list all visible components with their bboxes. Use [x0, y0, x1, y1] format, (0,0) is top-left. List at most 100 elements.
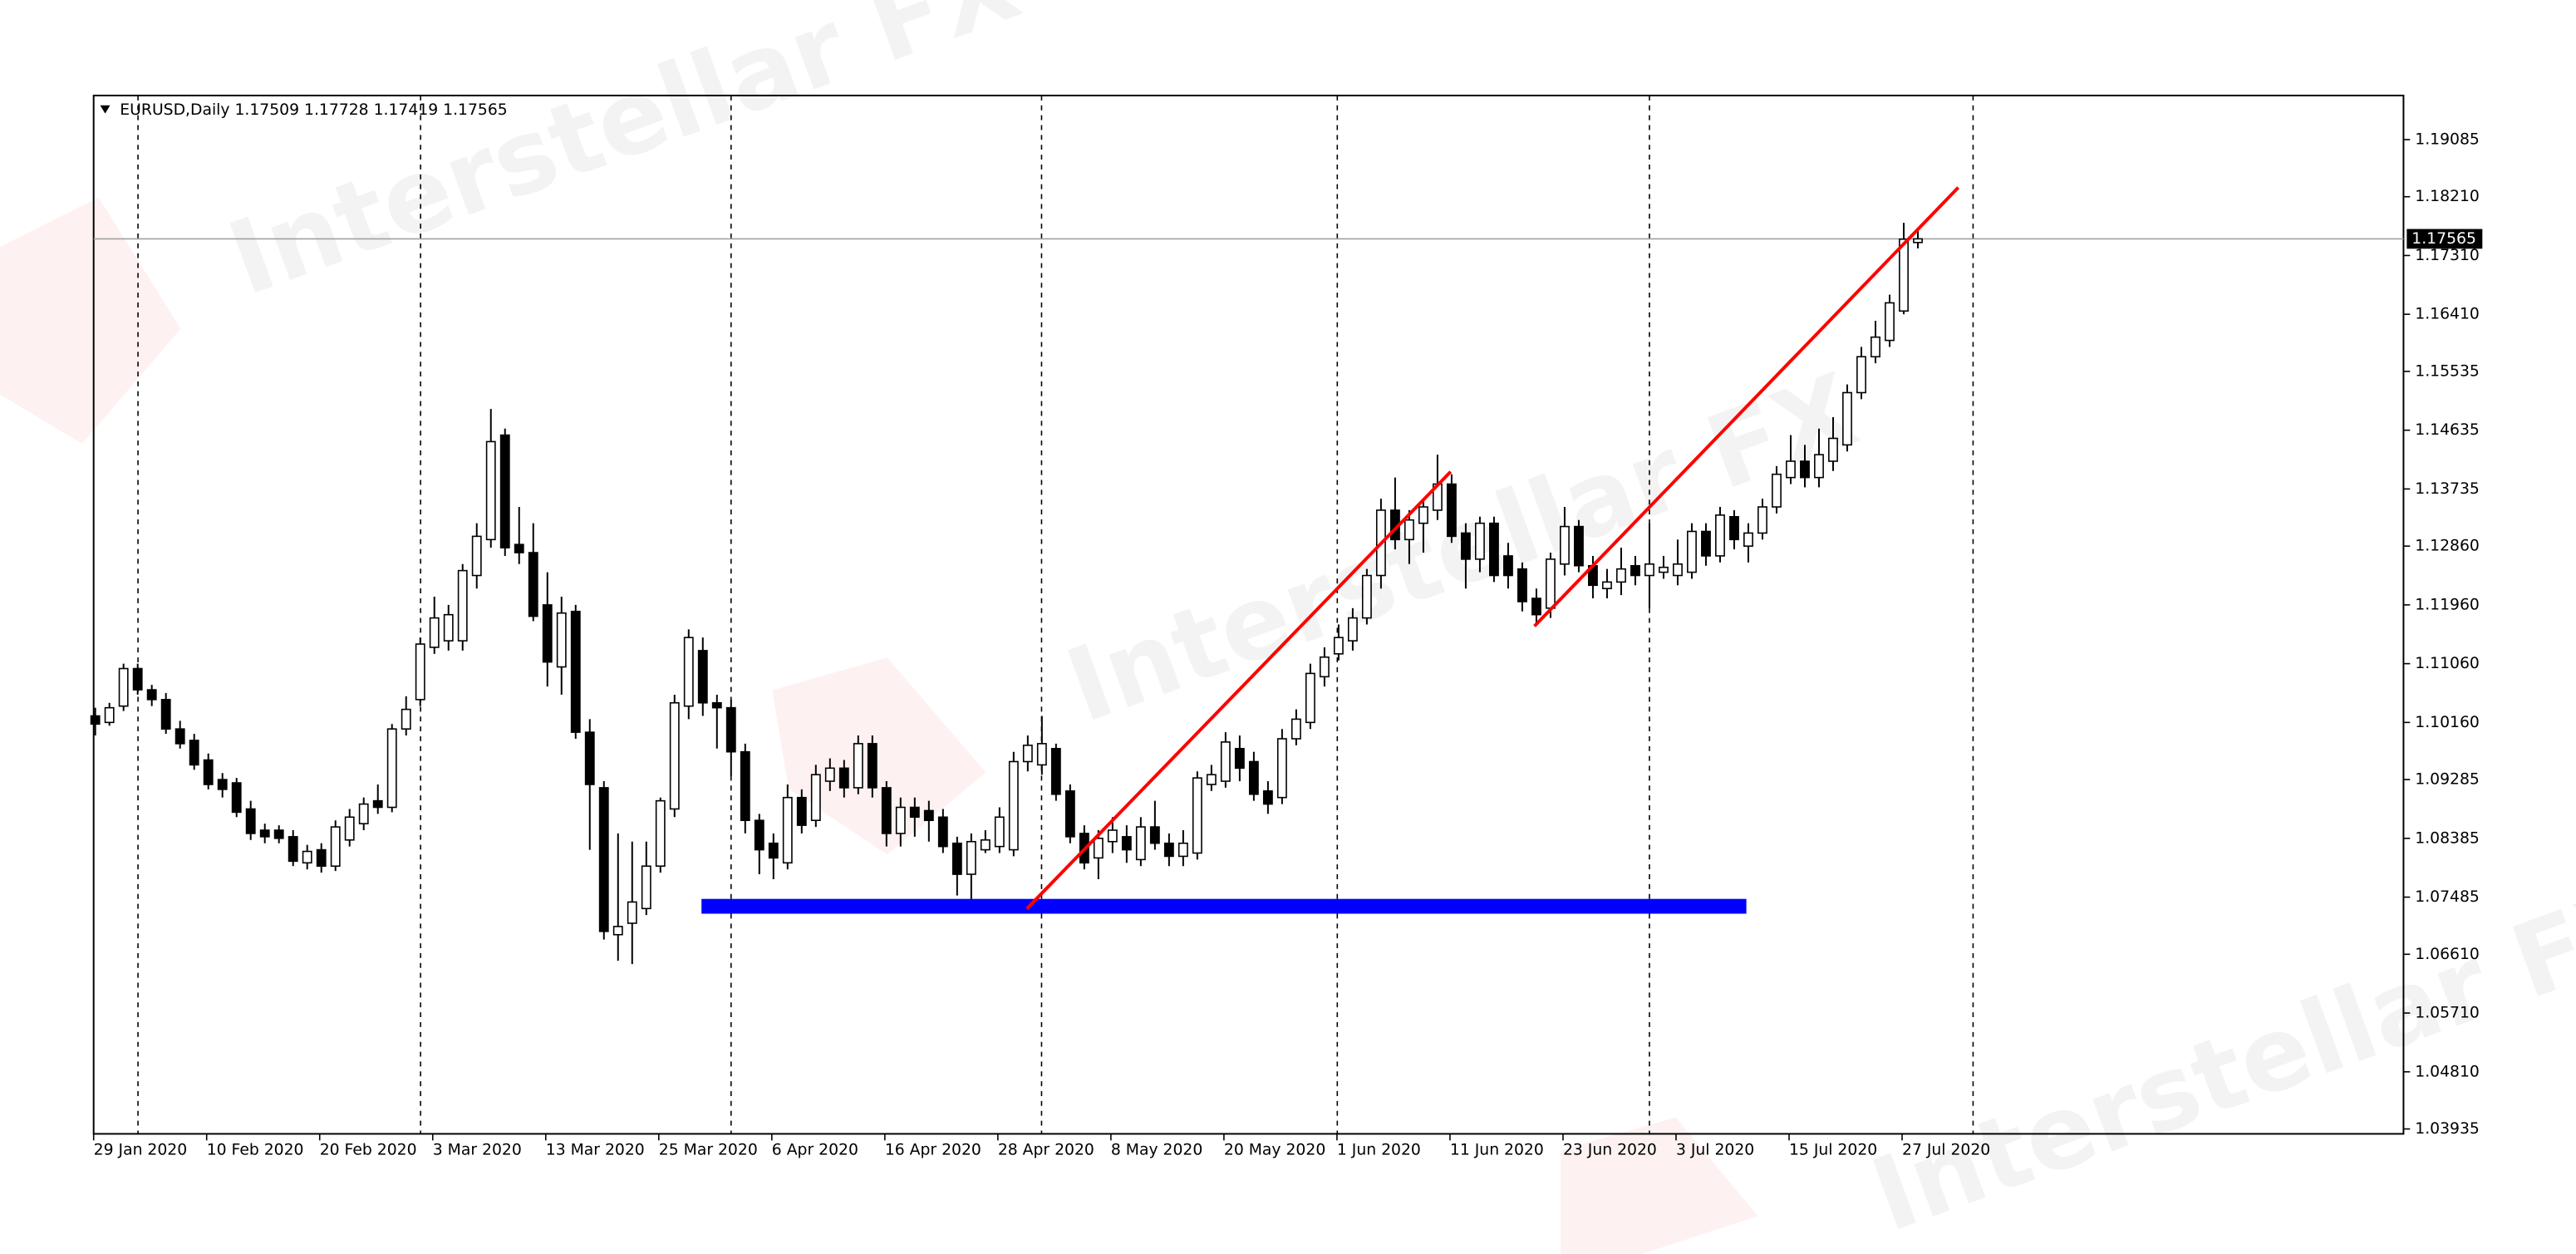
candle-body [612, 926, 623, 936]
candle-body [1093, 838, 1104, 859]
watermark: Interstellar FX [1857, 860, 2576, 1254]
x-tick-label: 11 Jun 2020 [1450, 1142, 1544, 1159]
candle-body [1871, 336, 1880, 358]
candle-body [1602, 581, 1612, 590]
candle-body [1404, 519, 1414, 541]
candle-body [1659, 566, 1669, 573]
y-tick-label: 1.17310 [2415, 247, 2480, 264]
x-tick-label: 23 Jun 2020 [1563, 1142, 1657, 1159]
chart-title: EURUSD,Daily 1.17509 1.17728 1.17419 1.1… [120, 101, 507, 119]
candle-body [740, 750, 750, 822]
candle-body [1531, 597, 1541, 616]
candle-body [1743, 532, 1753, 547]
candle-body [1560, 525, 1570, 565]
y-tick-label: 1.04810 [2415, 1063, 2480, 1080]
candle-body [1446, 483, 1457, 538]
x-tick-label: 16 Apr 2020 [885, 1142, 981, 1159]
x-tick-label: 6 Apr 2020 [772, 1142, 858, 1159]
candle-body [881, 787, 892, 834]
y-tick-label: 1.12860 [2415, 538, 2480, 555]
candle-body [584, 731, 595, 785]
candle-body [1757, 506, 1767, 534]
candle-body [1899, 239, 1909, 312]
candle-body [528, 552, 538, 617]
candle-body [838, 767, 849, 789]
x-tick-label: 29 Jan 2020 [94, 1142, 187, 1159]
y-tick-label: 1.03935 [2415, 1120, 2480, 1138]
candle-body [909, 806, 920, 819]
y-tick-label: 1.09285 [2415, 771, 2480, 789]
candle-body [853, 743, 863, 789]
trend-line [1025, 470, 1453, 910]
candle-body [1842, 391, 1852, 446]
candle-body [1729, 516, 1739, 541]
candle-body [118, 667, 129, 707]
candle-body [1517, 568, 1527, 602]
x-tick-label: 3 Jul 2020 [1676, 1142, 1754, 1159]
last-price-label: 1.17565 [2411, 230, 2476, 248]
candle-body [1234, 747, 1245, 770]
candle-body [499, 434, 510, 548]
y-tick-label: 1.11960 [2415, 596, 2480, 613]
candle-body [443, 613, 454, 642]
candle-body [1630, 564, 1640, 577]
candle-body [372, 799, 383, 809]
candle-body [1488, 522, 1499, 577]
candle-body [429, 617, 440, 648]
collapse-arrow [100, 105, 111, 114]
candle-body [570, 610, 581, 733]
watermark: Interstellar FX [214, 0, 1034, 318]
candle-body [895, 806, 906, 834]
candle-body [1036, 743, 1047, 766]
candle-body [796, 796, 807, 826]
candle-body [175, 728, 185, 745]
candle-body [259, 829, 270, 838]
candle-body [104, 706, 115, 724]
candle-body [1701, 530, 1711, 557]
candle-body [1149, 826, 1160, 844]
trend-line [1533, 186, 1960, 627]
candle-body [697, 650, 708, 704]
x-tick-label: 25 Mar 2020 [659, 1142, 758, 1159]
x-tick-label: 20 May 2020 [1224, 1142, 1325, 1159]
candle-body [754, 819, 764, 851]
x-tick-label: 10 Feb 2020 [207, 1142, 304, 1159]
candle-body [542, 604, 553, 663]
candles [90, 223, 1923, 965]
candle-body [1135, 826, 1146, 861]
candle-body [1828, 437, 1838, 462]
candle-body [344, 816, 355, 841]
candle-body [966, 840, 976, 875]
candle-body [711, 701, 722, 709]
candle-body [1856, 356, 1866, 394]
candle-body [1290, 718, 1301, 740]
candle-body [1305, 672, 1315, 724]
candle-body [1574, 525, 1584, 567]
candle-body [782, 796, 793, 864]
plot-frame [92, 94, 2405, 1135]
candle-body [1050, 747, 1061, 795]
drawings [701, 186, 1960, 914]
candle-body [1008, 760, 1019, 851]
y-tick-label: 1.19085 [2415, 130, 2480, 148]
candle-body [669, 701, 680, 810]
x-tick-label: 1 Jun 2020 [1337, 1142, 1421, 1159]
logo-shape [772, 657, 986, 855]
candle-body [1460, 532, 1471, 560]
logo-shape [1561, 1117, 1758, 1254]
candle-body [1347, 617, 1358, 642]
candle-body [189, 740, 199, 766]
candle-body [810, 774, 821, 822]
y-tick-label: 1.11060 [2415, 655, 2480, 672]
x-tick-label: 3 Mar 2020 [433, 1142, 522, 1159]
y-tick-label: 1.07485 [2415, 888, 2480, 906]
y-tick-label: 1.13735 [2415, 480, 2480, 498]
candle-body [1319, 656, 1330, 678]
candle-body [1022, 745, 1033, 763]
candle-body [1800, 460, 1810, 479]
candle-body [1772, 473, 1782, 508]
y-tick-label: 1.18210 [2415, 188, 2480, 205]
x-tick-label: 15 Jul 2020 [1789, 1142, 1877, 1159]
